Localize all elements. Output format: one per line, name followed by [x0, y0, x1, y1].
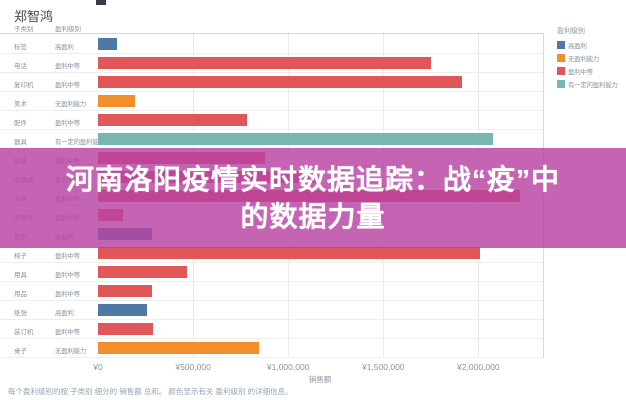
header-divider	[0, 33, 543, 34]
subcategory-label: 美术	[14, 101, 27, 108]
sales-bar[interactable]	[98, 114, 248, 126]
banner-title-line1: 河南洛阳疫情实时数据追踪：战“疫”中	[65, 164, 560, 195]
sales-bar[interactable]	[98, 95, 136, 107]
table-row: 复印机 盈利中等	[0, 73, 543, 92]
x-tick-label: ¥2,000,000	[457, 362, 500, 372]
sales-bar[interactable]	[98, 76, 463, 88]
legend-label: 高盈利	[568, 43, 587, 50]
bar-track	[98, 133, 543, 145]
bar-track	[98, 323, 543, 335]
overlay-banner: 河南洛阳疫情实时数据追踪：战“疫”中 的数据力量	[0, 148, 626, 248]
sales-bar[interactable]	[98, 342, 259, 354]
legend-item[interactable]: 有一定的盈利能力	[557, 79, 626, 89]
x-axis-title: 销售额	[308, 375, 332, 384]
x-tick-label: ¥1,000,000	[266, 362, 310, 372]
profit-level-label: 无盈利能力	[55, 348, 87, 355]
table-row: 用品 盈利中等	[0, 282, 543, 301]
legend-swatch	[557, 67, 565, 75]
bar-track	[98, 342, 543, 354]
legend-label: 盈利中等	[568, 69, 593, 76]
sales-bar[interactable]	[98, 304, 148, 316]
profit-level-label: 盈利中等	[55, 291, 80, 298]
subcategory-label: 用具	[14, 272, 27, 279]
legend-swatch	[557, 54, 565, 62]
table-row: 椅子 盈利中等	[0, 244, 543, 263]
subcategory-label: 复印机	[14, 82, 34, 89]
banner-title-line2: 的数据力量	[240, 201, 386, 232]
column-header-profit-level: 盈利级别	[55, 26, 81, 33]
sales-bar[interactable]	[98, 57, 431, 69]
subcategory-label: 标签	[14, 44, 27, 51]
profit-level-label: 有一定的盈利能力	[55, 139, 105, 146]
subcategory-label: 电话	[14, 63, 27, 70]
sales-bar[interactable]	[98, 285, 153, 297]
x-axis: ¥0 ¥500,000 ¥1,000,000 ¥1,500,000 ¥2,000,000	[93, 362, 543, 374]
table-row: 标签 高盈利	[0, 35, 543, 54]
subcategory-label: 纸张	[14, 310, 27, 317]
table-row: 配件 盈利中等	[0, 111, 543, 130]
legend-swatch	[557, 80, 565, 88]
sales-bar[interactable]	[98, 247, 481, 259]
subcategory-label: 椅子	[14, 253, 27, 260]
table-row: 桌子 无盈利能力	[0, 339, 543, 358]
top-edge-artifact	[96, 0, 106, 5]
bar-track	[98, 57, 543, 69]
legend-swatch	[557, 41, 565, 49]
legend: 盈利级别 高盈利无盈利能力盈利中等有一定的盈利能力	[557, 26, 626, 92]
subcategory-label: 装订机	[14, 329, 34, 336]
sales-bar[interactable]	[98, 133, 493, 145]
table-row: 用具 盈利中等	[0, 263, 543, 282]
bar-track	[98, 266, 543, 278]
table-row: 美术 无盈利能力	[0, 92, 543, 111]
profit-level-label: 无盈利能力	[55, 101, 87, 108]
column-header-subcategory: 子类别	[14, 26, 34, 33]
subcategory-label: 配件	[14, 120, 27, 127]
subcategory-label: 器具	[14, 139, 27, 146]
bar-track	[98, 247, 543, 259]
table-row: 装订机 盈利中等	[0, 320, 543, 339]
bar-track	[98, 304, 543, 316]
sales-bar[interactable]	[98, 323, 154, 335]
profit-level-label: 高盈利	[55, 310, 74, 317]
chart-caption: 每个盈利级别的按 子类别 细分的 销售额 总和。 颜色显示有关 盈利级别 的详细…	[8, 387, 293, 396]
bar-track	[98, 38, 543, 50]
legend-items: 高盈利无盈利能力盈利中等有一定的盈利能力	[557, 40, 626, 89]
legend-title: 盈利级别	[557, 28, 585, 35]
profit-level-label: 盈利中等	[55, 272, 80, 279]
profit-level-label: 盈利中等	[55, 329, 80, 336]
table-row: 纸张 高盈利	[0, 301, 543, 320]
x-tick-label: ¥0	[93, 362, 103, 372]
worksheet-title: 郑智鸿	[14, 9, 54, 24]
table-row: 器具 有一定的盈利能力	[0, 130, 543, 149]
legend-item[interactable]: 盈利中等	[557, 66, 626, 76]
bar-track	[98, 114, 543, 126]
legend-item[interactable]: 无盈利能力	[557, 53, 626, 63]
sales-bar[interactable]	[98, 38, 117, 50]
bar-track	[98, 76, 543, 88]
bar-track	[98, 95, 543, 107]
x-tick-label: ¥1,500,000	[361, 362, 405, 372]
x-tick-label: ¥500,000	[175, 362, 211, 372]
profit-level-label: 盈利中等	[55, 253, 80, 260]
sales-bar[interactable]	[98, 266, 188, 278]
bar-track	[98, 285, 543, 297]
profit-level-label: 盈利中等	[55, 120, 80, 127]
profit-level-label: 盈利中等	[55, 82, 80, 89]
legend-label: 无盈利能力	[568, 56, 600, 63]
subcategory-label: 桌子	[14, 348, 27, 355]
profit-level-label: 高盈利	[55, 44, 74, 51]
profit-level-label: 盈利中等	[55, 63, 80, 70]
subcategory-label: 用品	[14, 291, 27, 298]
legend-item[interactable]: 高盈利	[557, 40, 626, 50]
legend-label: 有一定的盈利能力	[568, 82, 618, 89]
table-row: 电话 盈利中等	[0, 54, 543, 73]
